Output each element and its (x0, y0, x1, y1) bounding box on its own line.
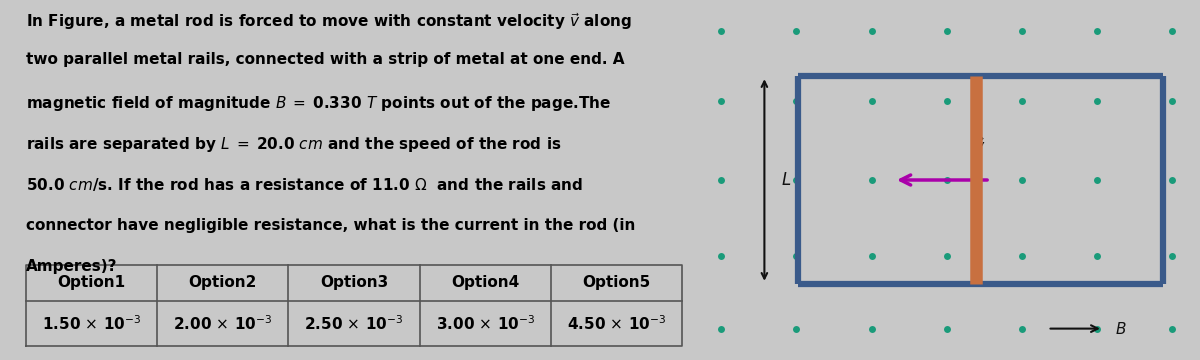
Text: Option3: Option3 (320, 275, 388, 290)
Text: 4.50 $\times$ 10$^{-3}$: 4.50 $\times$ 10$^{-3}$ (568, 314, 666, 333)
Text: 2.00 $\times$ 10$^{-3}$: 2.00 $\times$ 10$^{-3}$ (173, 314, 272, 333)
Text: 50.0 $cm$/s. If the rod has a resistance of 11.0 $\Omega$  and the rails and: 50.0 $cm$/s. If the rod has a resistance… (25, 176, 583, 193)
Text: $L$: $L$ (781, 171, 792, 189)
Text: rails are separated by $L\;=\;$20.0 $cm$ and the speed of the rod is: rails are separated by $L\;=\;$20.0 $cm$… (25, 135, 562, 154)
Text: 3.00 $\times$ 10$^{-3}$: 3.00 $\times$ 10$^{-3}$ (436, 314, 535, 333)
Text: two parallel metal rails, connected with a strip of metal at one end. A: two parallel metal rails, connected with… (25, 52, 624, 67)
Text: In Figure, a metal rod is forced to move with constant velocity $\vec{v}$ along: In Figure, a metal rod is forced to move… (25, 11, 631, 32)
Text: Option4: Option4 (451, 275, 520, 290)
Text: $\vec{v}$: $\vec{v}$ (976, 137, 985, 154)
Text: $B$: $B$ (1115, 321, 1127, 337)
Text: 2.50 $\times$ 10$^{-3}$: 2.50 $\times$ 10$^{-3}$ (305, 314, 403, 333)
Text: Option5: Option5 (582, 275, 650, 290)
Text: magnetic field of magnitude $B\;=\;$0.330 $T$ points out of the page.The: magnetic field of magnitude $B\;=\;$0.33… (25, 94, 611, 113)
Text: connector have negligible resistance, what is the current in the rod (in: connector have negligible resistance, wh… (25, 218, 635, 233)
Text: Option1: Option1 (58, 275, 126, 290)
Text: 1.50 $\times$ 10$^{-3}$: 1.50 $\times$ 10$^{-3}$ (42, 314, 140, 333)
Text: Amperes)?: Amperes)? (25, 259, 118, 274)
Text: Option2: Option2 (188, 275, 257, 290)
